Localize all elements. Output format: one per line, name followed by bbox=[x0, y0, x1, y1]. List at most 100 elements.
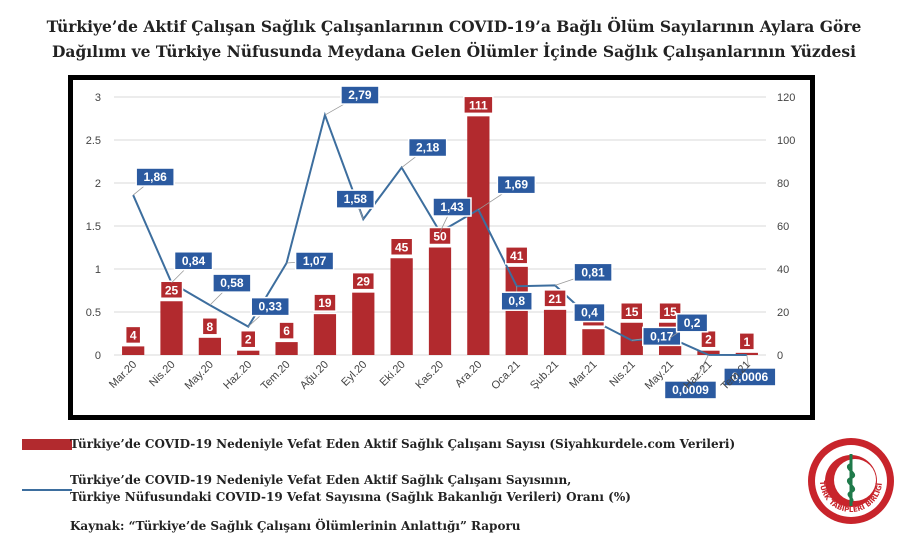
x-tick-label: Ara.20 bbox=[453, 359, 484, 390]
bar-value-label-box bbox=[738, 332, 756, 351]
bar-value-label: 29 bbox=[357, 275, 371, 289]
line-value-label: 1,69 bbox=[505, 178, 529, 192]
line-value-label-box bbox=[432, 197, 472, 217]
y-left-tick-label: 1 bbox=[95, 264, 101, 276]
bar-value-label-box bbox=[543, 289, 567, 308]
y-left-tick-label: 3 bbox=[95, 92, 101, 104]
bar-value-label: 4 bbox=[130, 328, 137, 342]
bar-value-label-box bbox=[239, 329, 257, 349]
chart-title-line-2: Dağılımı ve Türkiye Nüfusunda Meydana Ge… bbox=[51, 42, 857, 61]
bar-value-label: 6 bbox=[283, 324, 290, 338]
chart-title: Türkiye’de Aktif Çalışan Sağlık Çalışanl… bbox=[0, 14, 908, 64]
x-tick-label: Mar.21 bbox=[567, 359, 599, 391]
y-right-tick-label: 120 bbox=[777, 92, 795, 104]
bar-value-label: 25 bbox=[165, 283, 179, 297]
bar bbox=[428, 247, 452, 355]
x-tick-label: Nis.20 bbox=[147, 359, 178, 390]
x-tick-label: Nis.21 bbox=[607, 359, 638, 390]
y-left-tick-label: 2 bbox=[95, 178, 101, 190]
source-note: Kaynak: “Türkiye’de Sağlık Çalışanı Ölüm… bbox=[70, 519, 521, 533]
y-left-tick-label: 0 bbox=[95, 350, 101, 362]
legend-line-swatch bbox=[22, 489, 72, 491]
line-value-label-box bbox=[340, 85, 380, 105]
bar-value-label: 21 bbox=[548, 292, 562, 306]
line-value-label-box bbox=[294, 251, 335, 271]
line-value-label-box bbox=[663, 380, 718, 400]
bar-value-label: 19 bbox=[318, 296, 332, 310]
line-value-label-box bbox=[173, 251, 214, 271]
bar-value-label: 1 bbox=[743, 335, 750, 349]
y-right-tick-label: 20 bbox=[777, 307, 789, 319]
line-value-label: 0,8 bbox=[508, 294, 525, 308]
bar bbox=[313, 314, 337, 355]
line-value-label-box bbox=[496, 174, 537, 195]
x-tick-label: Mar.20 bbox=[107, 359, 139, 391]
line-value-label: 1,58 bbox=[344, 192, 368, 206]
y-left-tick-label: 2.5 bbox=[86, 135, 101, 147]
line-value-label: 1,86 bbox=[143, 170, 167, 184]
bar-value-label-box bbox=[201, 317, 219, 336]
chart-frame: 0 0.5 1 1.5 2 2.5 3 0 20 40 60 80 100 120 4 25 8 2 6 19 29 45… bbox=[68, 75, 815, 420]
bar-value-label-box bbox=[504, 246, 529, 265]
x-tick-label: May.20 bbox=[183, 359, 216, 392]
line-value-label: 0,81 bbox=[581, 265, 605, 279]
x-tick-label: Tem.20 bbox=[259, 359, 293, 393]
bar-value-label-box bbox=[658, 302, 682, 321]
line-value-label: 1,07 bbox=[303, 254, 327, 268]
bar-value-label-box bbox=[159, 280, 184, 299]
line-value-label-box bbox=[723, 367, 777, 387]
bar-value-label: 2 bbox=[705, 333, 712, 347]
line-value-label-box bbox=[573, 302, 606, 323]
bar bbox=[735, 352, 758, 355]
bar bbox=[275, 342, 298, 355]
y-left-tick-label: 1.5 bbox=[86, 221, 101, 233]
y-right-tick-label: 60 bbox=[777, 221, 789, 233]
line-value-label: 2,18 bbox=[416, 141, 440, 155]
x-tick-label: Kas.20 bbox=[413, 359, 446, 392]
bar-value-label-box bbox=[278, 321, 295, 340]
ttb-logo-icon: TÜRK TABİPLERİ BİRLİĞİ bbox=[808, 438, 894, 524]
line-value-label: 0,0009 bbox=[672, 383, 709, 397]
bar bbox=[467, 116, 490, 355]
line-value-label: 0,2 bbox=[684, 316, 701, 330]
line-value-label: 0,33 bbox=[259, 300, 283, 314]
x-tick-label: Eki.20 bbox=[378, 359, 408, 389]
line-value-label: 0,4 bbox=[581, 306, 598, 320]
y-left-tick-label: 0.5 bbox=[86, 307, 101, 319]
line-value-label: 0,17 bbox=[650, 329, 674, 343]
bar-value-label-box bbox=[463, 95, 494, 115]
legend-line-label-2: Türkiye Nüfusundaki COVID-19 Vefat Sayıs… bbox=[70, 490, 631, 504]
line-value-label: 1,43 bbox=[440, 200, 464, 214]
legend-line-label-1: Türkiye’de COVID-19 Nedeniyle Vefat Eden… bbox=[70, 473, 572, 487]
bar-value-label: 111 bbox=[469, 98, 488, 112]
legend-bar-swatch bbox=[22, 439, 72, 450]
bar-value-label: 15 bbox=[625, 305, 639, 319]
line-value-label-box bbox=[573, 262, 613, 283]
line-value-label-box bbox=[642, 326, 682, 347]
bar-value-label: 45 bbox=[395, 240, 409, 254]
bar-value-label-box bbox=[124, 325, 142, 345]
x-tick-label: Eyl.20 bbox=[339, 359, 369, 389]
legend-bar-label: Türkiye’de COVID-19 Nedeniyle Vefat Eden… bbox=[70, 437, 736, 451]
bar-value-label-box bbox=[313, 293, 337, 312]
y-right-tick-label: 100 bbox=[777, 135, 795, 147]
bar-value-label-box bbox=[428, 226, 452, 246]
y-right-tick-label: 80 bbox=[777, 178, 789, 190]
line-value-label-box bbox=[407, 137, 448, 158]
bar bbox=[620, 322, 643, 355]
line-value-label-box bbox=[212, 273, 252, 293]
line-value-label: 0,84 bbox=[182, 254, 206, 268]
y-right-tick-label: 40 bbox=[777, 264, 789, 276]
y-right-tick-label: 0 bbox=[777, 350, 783, 362]
line-value-label-box bbox=[135, 167, 175, 187]
bar bbox=[122, 346, 145, 355]
bar bbox=[160, 301, 183, 355]
bar-value-label-box bbox=[351, 271, 376, 291]
chart-title-line-1: Türkiye’de Aktif Çalışan Sağlık Çalışanl… bbox=[46, 17, 862, 36]
bar-value-label: 41 bbox=[510, 249, 524, 263]
bar bbox=[352, 292, 375, 355]
line-value-label: 0,58 bbox=[220, 276, 244, 290]
bar-value-label: 8 bbox=[207, 320, 214, 334]
x-tick-label: Şub.21 bbox=[528, 359, 561, 392]
chart-plot: 0 0.5 1 1.5 2 2.5 3 0 20 40 60 80 100 120 4 25 8 2 6 19 29 45… bbox=[86, 85, 795, 400]
